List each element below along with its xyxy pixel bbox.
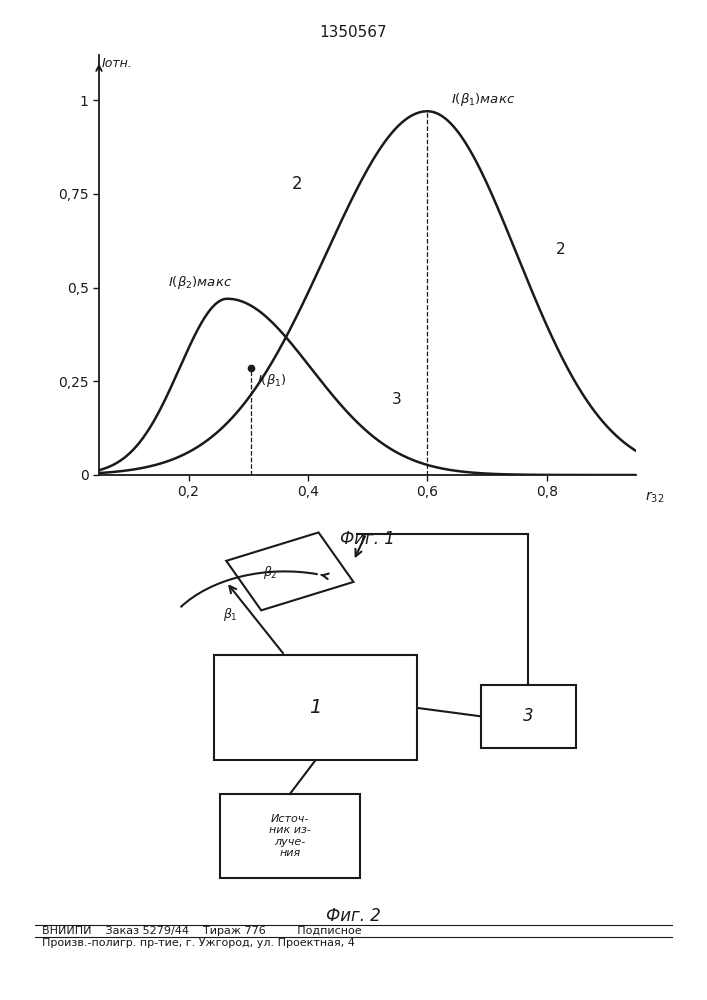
Text: r$_{32}$: r$_{32}$	[645, 490, 665, 505]
Text: $\beta_2$: $\beta_2$	[263, 564, 277, 581]
Bar	[226, 532, 354, 610]
Text: Iотн.: Iотн.	[102, 57, 133, 70]
Text: 1350567: 1350567	[320, 25, 387, 40]
Text: Произв.-полигр. пр-тие, г. Ужгород, ул. Проектная, 4: Произв.-полигр. пр-тие, г. Ужгород, ул. …	[42, 938, 356, 948]
Text: 3: 3	[523, 707, 534, 725]
Text: $\beta_1$: $\beta_1$	[223, 606, 238, 623]
Text: $I(\beta_2)$макс: $I(\beta_2)$макс	[168, 274, 232, 291]
Text: Фиг. 1: Фиг. 1	[340, 530, 395, 548]
Text: 1: 1	[309, 698, 322, 717]
Text: $I(\beta_1)$: $I(\beta_1)$	[257, 372, 287, 389]
Bar	[220, 794, 360, 878]
Bar	[214, 655, 417, 760]
Text: $I(\beta_1)$макс: $I(\beta_1)$макс	[451, 91, 515, 107]
Bar	[481, 685, 576, 748]
Text: 3: 3	[392, 392, 402, 408]
Text: 2: 2	[292, 175, 303, 193]
Text: Источ-
ник из-
луче-
ния: Источ- ник из- луче- ния	[269, 814, 311, 858]
Text: Фиг. 2: Фиг. 2	[326, 907, 381, 925]
Text: 2: 2	[556, 242, 566, 257]
Text: ВНИИПИ    Заказ 5279/44    Тираж 776         Подписное: ВНИИПИ Заказ 5279/44 Тираж 776 Подписное	[42, 926, 362, 936]
